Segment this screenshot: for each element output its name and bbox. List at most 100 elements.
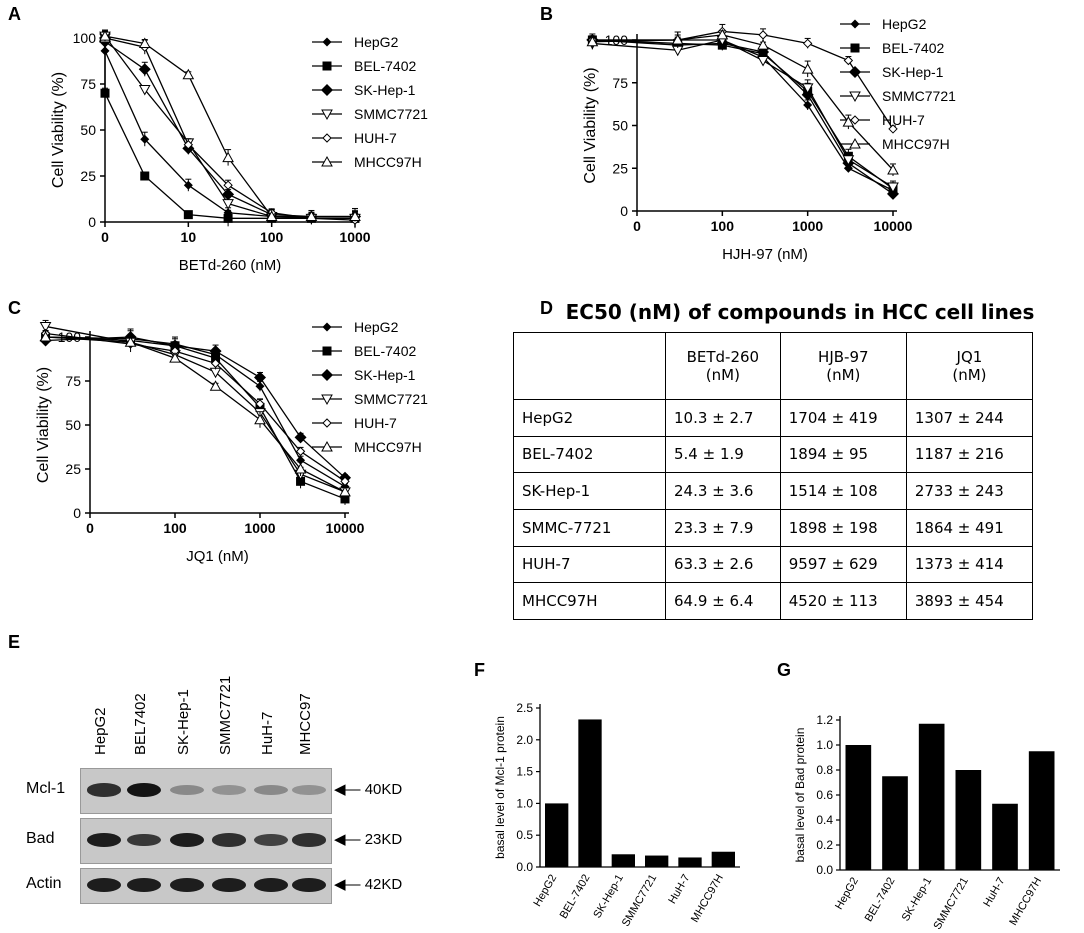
bar bbox=[846, 745, 872, 870]
ec50-table: BETd-260 (nM) HJB-97 (nM) JQ1 (nM) HepG2 10.… bbox=[513, 332, 1033, 620]
table-cell: 63.3 ± 2.6 bbox=[666, 546, 781, 583]
x-tick-label: 0 bbox=[633, 218, 641, 234]
y-tick-label: 2.5 bbox=[516, 701, 533, 715]
legend-marker bbox=[323, 38, 332, 47]
y-tick-label: 25 bbox=[612, 160, 628, 176]
y-tick-label: 75 bbox=[80, 76, 96, 92]
y-tick-label: 50 bbox=[65, 417, 81, 433]
series-mhcc97h bbox=[41, 331, 350, 498]
y-tick-label: 50 bbox=[80, 122, 96, 138]
table-cell: 9597 ± 629 bbox=[780, 546, 906, 583]
y-tick-label: 0 bbox=[620, 203, 628, 219]
x-tick-label: SMMC7721 bbox=[932, 876, 971, 932]
table-row: MHCC97H 64.9 ± 6.4 4520 ± 113 3893 ± 454 bbox=[514, 583, 1033, 620]
data-point bbox=[101, 89, 110, 98]
blot-band bbox=[127, 783, 161, 797]
data-point bbox=[139, 63, 151, 75]
chart-g-bad-bars: 0.00.20.40.60.81.01.2HepG2 BEL-7402 SK-Hep… bbox=[780, 680, 1084, 933]
legend-label: HUH-7 bbox=[354, 415, 397, 431]
y-tick-label: 0.4 bbox=[816, 813, 833, 827]
blot-band bbox=[254, 878, 288, 892]
y-tick-label: 0.0 bbox=[816, 863, 833, 877]
lane-label: SK-Hep-1 bbox=[175, 689, 192, 755]
y-tick-label: 50 bbox=[612, 118, 628, 134]
bar bbox=[578, 719, 601, 867]
bar bbox=[645, 856, 668, 867]
y-tick-label: 0.0 bbox=[516, 860, 533, 874]
legend-label: HepG2 bbox=[882, 16, 927, 32]
table-header-cell: HJB-97 (nM) bbox=[780, 333, 906, 400]
table-cell: MHCC97H bbox=[514, 583, 666, 620]
panel-label-e: E bbox=[8, 632, 20, 653]
legend-marker bbox=[851, 20, 860, 29]
data-point bbox=[223, 153, 233, 162]
x-axis-title: JQ1 (nM) bbox=[186, 548, 249, 565]
legend-label: HUH-7 bbox=[354, 130, 397, 146]
legend-marker bbox=[323, 134, 331, 142]
legend-label: MHCC97H bbox=[882, 136, 950, 152]
x-tick-label: HuH-7 bbox=[981, 876, 1007, 910]
table-cell: 5.4 ± 1.9 bbox=[666, 436, 781, 473]
table-header-cell: JQ1 (nM) bbox=[906, 333, 1032, 400]
series-bel-7402 bbox=[588, 34, 898, 195]
legend-marker bbox=[323, 419, 331, 427]
bar bbox=[919, 724, 945, 870]
x-tick-label: BEL-7402 bbox=[558, 873, 593, 921]
table-cell: 24.3 ± 3.6 bbox=[666, 473, 781, 510]
bar bbox=[956, 770, 982, 870]
lane-label: HepG2 bbox=[92, 707, 109, 755]
blot-band bbox=[212, 878, 246, 892]
y-axis-title: Cell Viability (%) bbox=[582, 67, 599, 183]
table-cell: 1704 ± 419 bbox=[780, 400, 906, 437]
lane-label: MHCC97 bbox=[297, 693, 314, 755]
legend-label: SMMC7721 bbox=[354, 106, 428, 122]
blot-band bbox=[87, 783, 121, 796]
table-cell: SK-Hep-1 bbox=[514, 473, 666, 510]
lane-label: BEL7402 bbox=[132, 693, 149, 755]
x-tick-label: 1000 bbox=[339, 229, 370, 245]
lane-label: SMMC7721 bbox=[217, 676, 234, 755]
x-tick-label: SMMC7721 bbox=[620, 873, 659, 929]
blot-band bbox=[170, 833, 204, 847]
y-tick-label: 0 bbox=[88, 214, 96, 230]
x-tick-label: 10000 bbox=[326, 520, 365, 536]
x-tick-label: MHCC97H bbox=[689, 872, 726, 924]
legend-label: HUH-7 bbox=[882, 112, 925, 128]
x-tick-label: 0 bbox=[86, 520, 94, 536]
lane-label: HuH-7 bbox=[259, 712, 276, 755]
y-tick-label: 75 bbox=[65, 373, 81, 389]
data-point bbox=[183, 70, 193, 79]
y-tick-label: 0 bbox=[73, 505, 81, 521]
table-row: SK-Hep-1 24.3 ± 3.6 1514 ± 108 2733 ± 243 bbox=[514, 473, 1033, 510]
table-cell: 3893 ± 454 bbox=[906, 583, 1032, 620]
y-axis-title: basal level of Bad protein bbox=[793, 728, 807, 863]
table-header-cell: BETd-260 (nM) bbox=[666, 333, 781, 400]
legend-label: MHCC97H bbox=[354, 154, 422, 170]
x-tick-label: 100 bbox=[260, 229, 284, 245]
y-tick-label: 1.5 bbox=[516, 765, 533, 779]
y-tick-label: 25 bbox=[65, 461, 81, 477]
legend-marker bbox=[321, 369, 333, 381]
x-tick-label: HepG2 bbox=[833, 876, 861, 912]
table-cell: 4520 ± 113 bbox=[780, 583, 906, 620]
x-axis-title: HJH-97 (nM) bbox=[722, 246, 808, 263]
x-tick-label: HuH-7 bbox=[666, 873, 692, 907]
band-size-label: ◀— 23KD bbox=[334, 830, 402, 848]
y-tick-label: 1.2 bbox=[816, 713, 833, 727]
table-row: BEL-7402 5.4 ± 1.9 1894 ± 95 1187 ± 216 bbox=[514, 436, 1033, 473]
data-point bbox=[804, 39, 812, 47]
x-tick-label: 10000 bbox=[874, 218, 913, 234]
legend-marker bbox=[323, 347, 332, 356]
band-size-label: ◀— 40KD bbox=[334, 780, 402, 798]
blot-band bbox=[292, 785, 326, 795]
x-tick-label: 0 bbox=[101, 229, 109, 245]
x-tick-label: SK-Hep-1 bbox=[900, 876, 935, 924]
chart-b-dose-response: 02550751000 100 1000 10000HJH-97 (nM)Cell V… bbox=[540, 0, 1084, 295]
legend-label: SMMC7721 bbox=[354, 391, 428, 407]
series-sk-hep-1 bbox=[586, 34, 899, 200]
data-point bbox=[844, 57, 852, 65]
y-tick-label: 2.0 bbox=[516, 733, 533, 747]
legend-label: BEL-7402 bbox=[882, 40, 944, 56]
